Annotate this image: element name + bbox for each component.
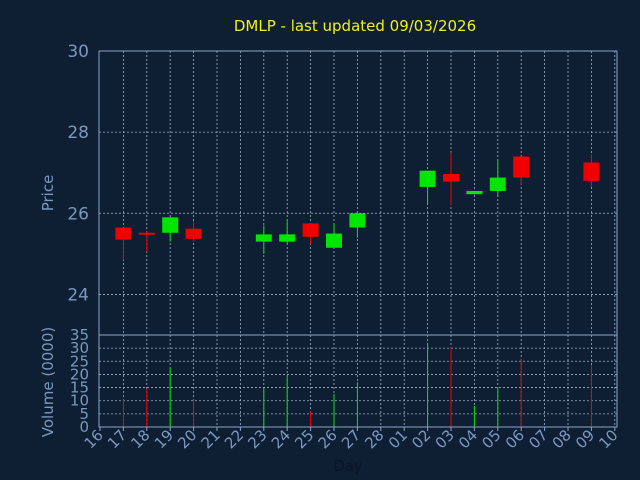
price-tick-label: 26 bbox=[67, 204, 89, 224]
candle-body bbox=[419, 170, 436, 187]
volume-tick-label: 20 bbox=[70, 365, 89, 383]
price-panel: 24 26 28 30 bbox=[67, 42, 618, 336]
x-axis-label: Day bbox=[333, 457, 363, 475]
candle-body bbox=[513, 156, 530, 178]
price-tick-label: 30 bbox=[67, 42, 89, 62]
volume-tick-label: 0 bbox=[79, 418, 89, 436]
candle-body bbox=[255, 234, 272, 242]
volume-tick-label: 25 bbox=[70, 352, 89, 370]
candle-body bbox=[115, 227, 132, 240]
candle-body bbox=[138, 232, 155, 235]
candle-body bbox=[443, 173, 459, 182]
volume-tick-label: 15 bbox=[70, 379, 89, 397]
candle-body bbox=[466, 190, 483, 195]
volume-tick-label: 35 bbox=[70, 326, 89, 344]
candle-body bbox=[583, 162, 600, 181]
candle-body bbox=[489, 177, 506, 191]
price-tick-label: 28 bbox=[67, 123, 89, 143]
price-axis-label: Price bbox=[39, 175, 57, 212]
x-axis: 1617181920212223242526272801020304050607… bbox=[81, 426, 622, 452]
candle-body bbox=[185, 228, 202, 239]
volume-tick-label: 10 bbox=[70, 392, 89, 410]
candle-body bbox=[279, 234, 296, 242]
volume-tick-label: 30 bbox=[70, 339, 89, 357]
candle-body bbox=[349, 213, 366, 228]
chart-title: DMLP - last updated 09/03/2026 bbox=[234, 17, 476, 35]
volume-tick-label: 5 bbox=[79, 405, 89, 423]
price-tick-label: 24 bbox=[67, 285, 89, 305]
volume-axis-label: Volume (0000) bbox=[39, 327, 57, 437]
volume-panel-frame bbox=[98, 334, 618, 428]
candle-body bbox=[302, 223, 319, 237]
candle-body bbox=[162, 217, 179, 233]
candle-body bbox=[326, 233, 342, 248]
